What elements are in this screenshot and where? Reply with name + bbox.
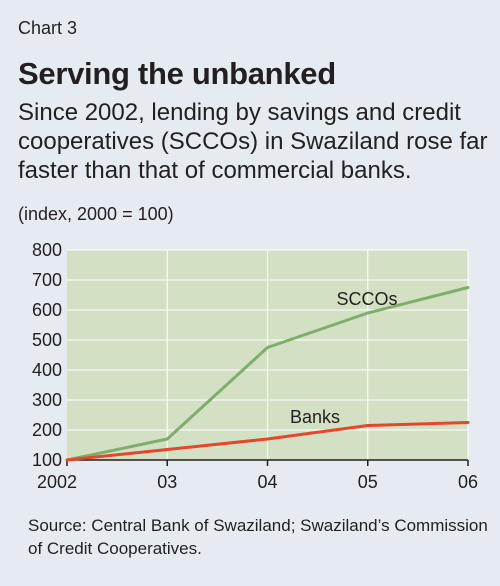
chart-subtitle: Since 2002, lending by savings and credi… [18,99,488,184]
series-label-banks: Banks [290,407,340,427]
chart-title: Serving the unbanked [18,56,336,91]
x-tick-label-05: 05 [358,472,378,492]
x-tick-label-04: 04 [257,472,277,492]
x-tick-label-2002: 2002 [37,472,77,492]
y-tick-label-300: 300 [32,390,62,410]
y-tick-label-100: 100 [32,450,62,470]
y-tick-label-200: 200 [32,420,62,440]
y-tick-label-600: 600 [32,300,62,320]
y-tick-label-500: 500 [32,330,62,350]
y-tick-label-800: 800 [32,240,62,260]
y-tick-label-700: 700 [32,270,62,290]
series-label-sccos: SCCOs [336,289,397,309]
x-tick-label-06: 06 [458,472,478,492]
x-tick-label-03: 03 [157,472,177,492]
y-tick-label-400: 400 [32,360,62,380]
series-line-banks [65,421,470,462]
chart-kicker: Chart 3 [18,18,78,38]
source-note: Source: Central Bank of Swaziland; Swazi… [28,516,488,558]
series-line-sccos [65,286,470,462]
unit-label: (index, 2000 = 100) [18,204,174,224]
